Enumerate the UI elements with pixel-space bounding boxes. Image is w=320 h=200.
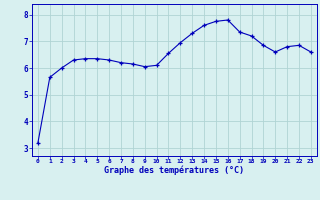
X-axis label: Graphe des températures (°C): Graphe des températures (°C) — [104, 166, 244, 175]
